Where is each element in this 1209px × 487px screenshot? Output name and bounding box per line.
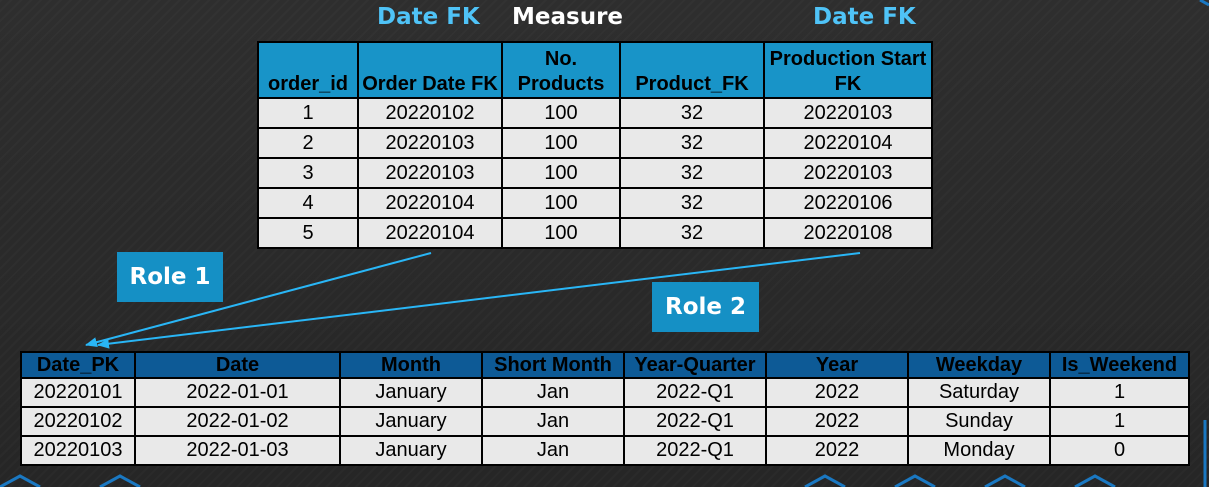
dim-cell: 2022-01-03 [134,435,341,466]
dim-cell: January [339,377,483,408]
fact-cell: 20220102 [357,97,503,129]
fact-cell: 20220103 [357,127,503,159]
dim-cell: 2022-Q1 [623,377,767,408]
decor-hex [804,474,846,487]
fact-cell: 3 [257,157,359,189]
dim-cell: Jan [481,435,625,466]
fact-cell: 32 [619,127,765,159]
fact-col-order-date-fk: Order Date FK [357,41,503,99]
dim-cell: 2022-01-01 [134,377,341,408]
order-date-fk-label: Date FK [377,4,480,30]
fact-cell: 32 [619,157,765,189]
fact-cell: 20220104 [763,127,933,159]
fact-cell: 2 [257,127,359,159]
dim-cell: 20220102 [20,406,136,437]
date-dimension-table: Date_PK Date Month Short Month Year-Quar… [20,351,1190,466]
fact-header-row: order_id Order Date FK No. Products Prod… [257,41,933,99]
dim-cell: January [339,435,483,466]
dim-col-weekday: Weekday [907,351,1051,379]
fact-cell: 100 [501,127,621,159]
dim-cell: 2022 [765,377,909,408]
fact-col-production-start-fk: Production Start FK [763,41,933,99]
fact-row: 3 20220103 100 32 20220103 [257,157,933,189]
fact-row: 4 20220104 100 32 20220106 [257,187,933,219]
fact-cell: 20220104 [357,217,503,249]
role-1-label: Role 1 [117,252,223,302]
dim-cell: 20220103 [20,435,136,466]
dim-cell: Jan [481,377,625,408]
fact-row: 1 20220102 100 32 20220103 [257,97,933,129]
dim-col-date-pk: Date_PK [20,351,136,379]
fact-col-no-products: No. Products [501,41,621,99]
dim-col-month: Month [339,351,483,379]
dim-cell: 1 [1049,406,1190,437]
fact-col-product-fk: Product_FK [619,41,765,99]
dim-cell: 2022-Q1 [623,406,767,437]
dim-col-short-month: Short Month [481,351,625,379]
dim-cell: Jan [481,406,625,437]
fact-cell: 20220108 [763,217,933,249]
dim-col-year-quarter: Year-Quarter [623,351,767,379]
fact-cell: 20220104 [357,187,503,219]
fact-row: 5 20220104 100 32 20220108 [257,217,933,249]
fact-cell: 20220106 [763,187,933,219]
dim-cell: Sunday [907,406,1051,437]
dim-cell: 2022-Q1 [623,435,767,466]
dim-cell: 20220101 [20,377,136,408]
dim-col-year: Year [765,351,909,379]
fact-cell: 20220103 [763,157,933,189]
dim-cell: 2022 [765,406,909,437]
fact-cell: 100 [501,157,621,189]
dim-cell: Saturday [907,377,1051,408]
decor-hex [0,474,41,487]
dim-cell: 0 [1049,435,1190,466]
fact-table: order_id Order Date FK No. Products Prod… [257,41,933,249]
fact-col-order-id: order_id [257,41,359,99]
dim-col-date: Date [134,351,341,379]
fact-cell: 5 [257,217,359,249]
measure-label: Measure [512,4,624,30]
fact-cell: 4 [257,187,359,219]
role-2-label: Role 2 [652,282,759,332]
dim-row: 20220102 2022-01-02 January Jan 2022-Q1 … [20,406,1190,437]
fact-cell: 100 [501,97,621,129]
fact-cell: 20220103 [763,97,933,129]
fact-cell: 32 [619,97,765,129]
dim-cell: 1 [1049,377,1190,408]
dim-cell: January [339,406,483,437]
fact-cell: 32 [619,217,765,249]
fact-cell: 100 [501,217,621,249]
fact-cell: 1 [257,97,359,129]
fact-row: 2 20220103 100 32 20220104 [257,127,933,159]
dim-row: 20220103 2022-01-03 January Jan 2022-Q1 … [20,435,1190,466]
dim-col-is-weekend: Is_Weekend [1049,351,1190,379]
dim-cell: 2022-01-02 [134,406,341,437]
decor-hex [894,474,936,487]
production-start-fk-label: Date FK [813,4,916,30]
decor-hex [984,474,1026,487]
decor-hex [1199,0,1209,7]
fact-cell: 32 [619,187,765,219]
decor-hex [1074,474,1116,487]
fact-cell: 100 [501,187,621,219]
dim-cell: Monday [907,435,1051,466]
decor-hex [99,474,141,487]
dim-header-row: Date_PK Date Month Short Month Year-Quar… [20,351,1190,379]
dim-row: 20220101 2022-01-01 January Jan 2022-Q1 … [20,377,1190,408]
fact-cell: 20220103 [357,157,503,189]
dim-cell: 2022 [765,435,909,466]
